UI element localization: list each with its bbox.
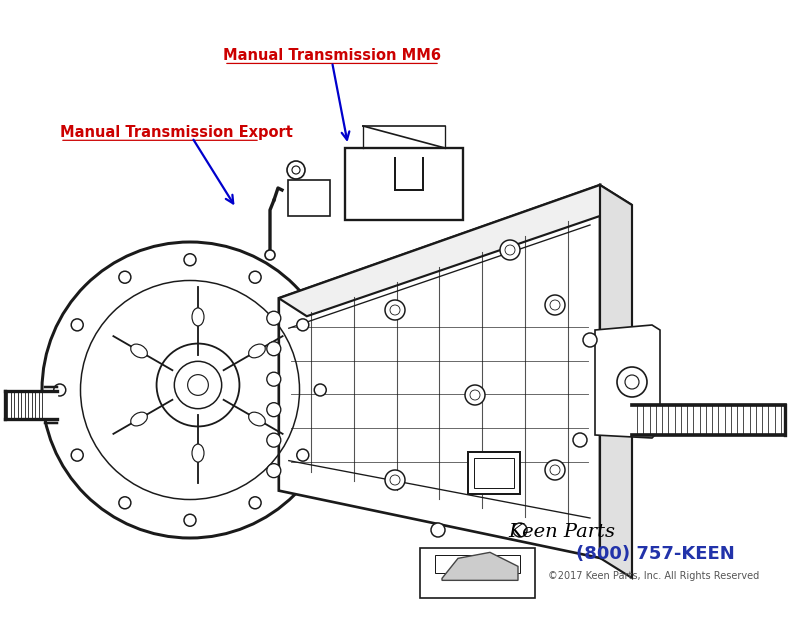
Circle shape: [157, 343, 239, 427]
Circle shape: [583, 333, 597, 347]
Text: ©2017 Keen Parts, Inc. All Rights Reserved: ©2017 Keen Parts, Inc. All Rights Reserv…: [548, 571, 759, 581]
Ellipse shape: [249, 344, 266, 358]
Circle shape: [500, 240, 520, 260]
Circle shape: [314, 384, 326, 396]
Circle shape: [174, 362, 222, 409]
Text: Manual Transmission Export: Manual Transmission Export: [60, 125, 293, 140]
Circle shape: [513, 523, 527, 537]
Circle shape: [267, 311, 281, 325]
Circle shape: [267, 403, 281, 416]
Text: (800) 757-KEEN: (800) 757-KEEN: [576, 546, 734, 563]
Circle shape: [71, 319, 83, 331]
Circle shape: [573, 433, 587, 447]
Circle shape: [297, 319, 309, 331]
Circle shape: [267, 464, 281, 478]
Bar: [474, 458, 514, 488]
Circle shape: [54, 384, 66, 396]
Circle shape: [184, 254, 196, 266]
Polygon shape: [600, 185, 632, 578]
Polygon shape: [279, 185, 600, 558]
Text: Keen Parts: Keen Parts: [508, 524, 615, 541]
Circle shape: [184, 514, 196, 526]
Circle shape: [249, 497, 261, 509]
Circle shape: [267, 341, 281, 356]
Polygon shape: [279, 185, 632, 316]
Circle shape: [249, 271, 261, 284]
Bar: [468, 452, 520, 494]
Bar: [435, 555, 520, 573]
Circle shape: [297, 449, 309, 461]
Ellipse shape: [192, 308, 204, 326]
Polygon shape: [442, 553, 518, 580]
Circle shape: [431, 523, 445, 537]
Circle shape: [385, 300, 405, 320]
Circle shape: [119, 271, 131, 284]
Circle shape: [385, 470, 405, 490]
Text: Manual Transmission MM6: Manual Transmission MM6: [223, 48, 441, 63]
Circle shape: [545, 295, 565, 315]
Circle shape: [188, 375, 208, 396]
Bar: [288, 180, 330, 216]
Circle shape: [267, 433, 281, 447]
Ellipse shape: [249, 412, 266, 426]
Bar: [345, 148, 463, 220]
Circle shape: [545, 460, 565, 480]
Circle shape: [465, 385, 485, 405]
Circle shape: [267, 372, 281, 386]
Circle shape: [71, 449, 83, 461]
Circle shape: [287, 161, 305, 179]
Polygon shape: [595, 325, 660, 438]
Ellipse shape: [192, 444, 204, 462]
Ellipse shape: [130, 344, 147, 358]
Circle shape: [119, 497, 131, 509]
Circle shape: [617, 367, 647, 397]
Ellipse shape: [130, 412, 147, 426]
Circle shape: [42, 242, 338, 538]
Circle shape: [265, 250, 275, 260]
Bar: [420, 548, 535, 598]
